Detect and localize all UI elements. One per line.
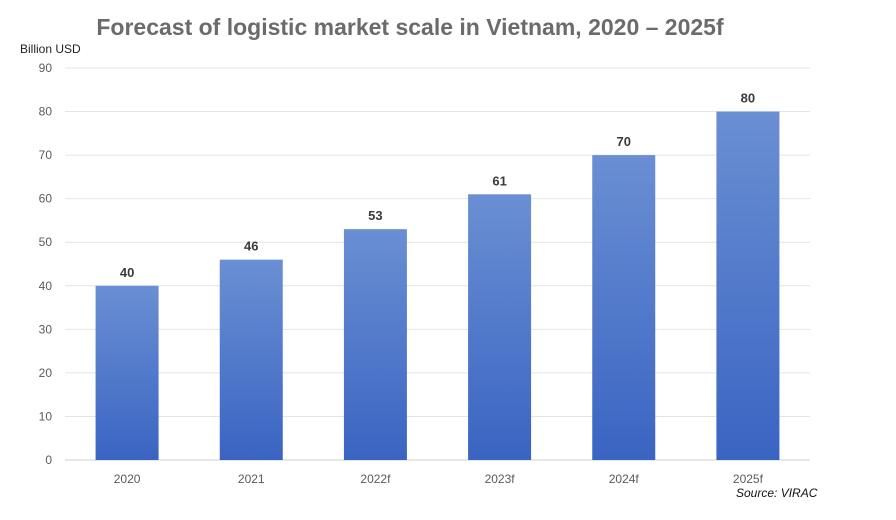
y-tick-label: 30: [39, 322, 53, 336]
x-tick-label: 2021: [238, 472, 265, 486]
data-label: 40: [120, 265, 134, 280]
data-label: 46: [244, 239, 258, 254]
bars: [95, 111, 780, 461]
y-tick-label: 50: [39, 235, 53, 249]
x-tick-label: 2022f: [360, 472, 391, 486]
x-tick-label: 2020: [114, 472, 141, 486]
x-axis-ticks: 2020 2021 2022f 2023f 2024f 2025f: [114, 472, 764, 486]
data-label: 61: [492, 173, 506, 188]
y-axis-ticks: 0 10 20 30 40 50 60 70 80 90: [39, 61, 53, 467]
y-axis-label: Billion USD: [20, 42, 81, 56]
y-tick-label: 40: [39, 279, 53, 293]
chart-title: Forecast of logistic market scale in Vie…: [96, 14, 724, 40]
data-label: 70: [617, 134, 631, 149]
bar-2025f: [716, 111, 780, 461]
y-tick-label: 60: [39, 192, 53, 206]
y-tick-label: 0: [45, 453, 52, 467]
source-note: Source: VIRAC: [736, 486, 818, 500]
data-labels: 40 46 53 61 70 80: [120, 91, 755, 280]
x-tick-label: 2023f: [485, 472, 516, 486]
y-tick-label: 10: [39, 409, 53, 423]
y-tick-label: 70: [39, 148, 53, 162]
gridlines: [65, 67, 810, 461]
data-label: 53: [368, 208, 382, 223]
bar-2023f: [468, 194, 532, 461]
y-tick-label: 20: [39, 366, 53, 380]
bar-2024f: [592, 155, 656, 460]
x-tick-label: 2024f: [609, 472, 640, 486]
bar-2022f: [343, 229, 407, 460]
x-tick-label: 2025f: [733, 472, 764, 486]
y-tick-label: 80: [39, 105, 53, 119]
bar-2020: [95, 285, 159, 460]
data-label: 80: [741, 91, 755, 106]
y-tick-label: 90: [39, 61, 53, 75]
bar-2021: [219, 259, 283, 460]
